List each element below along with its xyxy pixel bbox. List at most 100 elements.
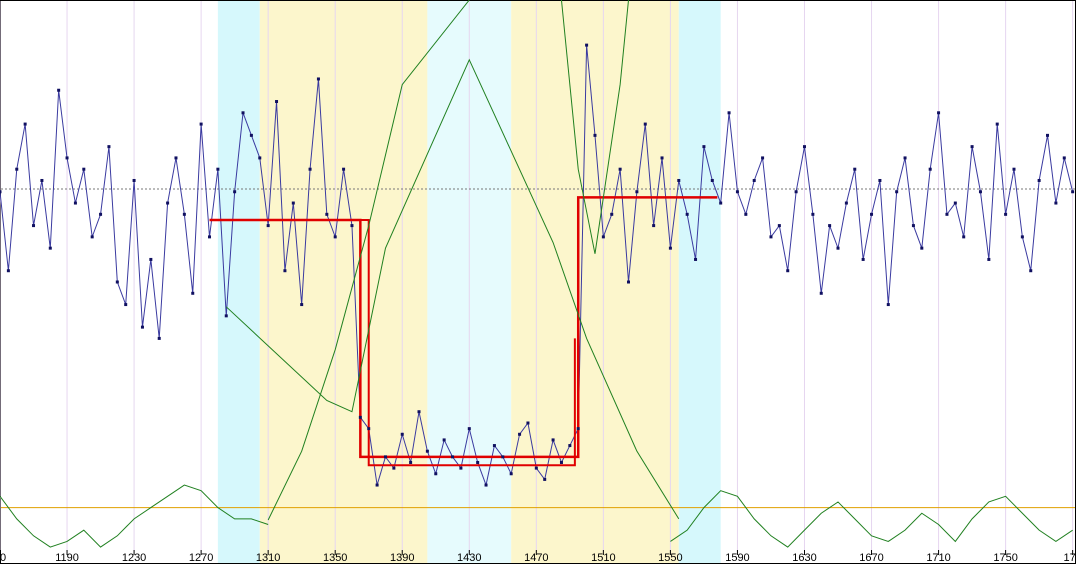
data-point bbox=[945, 212, 949, 216]
series-line bbox=[225, 58, 680, 520]
data-point bbox=[140, 325, 144, 329]
data-point bbox=[174, 156, 178, 160]
data-point bbox=[970, 145, 974, 149]
data-point bbox=[1029, 269, 1033, 273]
data-point bbox=[744, 212, 748, 216]
data-point bbox=[844, 201, 848, 205]
data-point bbox=[233, 190, 237, 194]
data-point bbox=[828, 224, 832, 228]
data-point bbox=[392, 466, 396, 470]
data-point bbox=[878, 178, 882, 182]
data-point bbox=[266, 224, 270, 228]
data-point bbox=[836, 246, 840, 250]
data-point bbox=[350, 224, 354, 228]
data-point bbox=[668, 246, 672, 250]
data-point bbox=[618, 167, 622, 171]
data-point bbox=[383, 455, 387, 459]
data-point bbox=[73, 201, 77, 205]
data-point bbox=[978, 190, 982, 194]
data-point bbox=[861, 257, 865, 261]
data-point bbox=[224, 314, 228, 318]
data-point bbox=[467, 427, 471, 431]
data-point bbox=[551, 438, 555, 442]
data-point bbox=[559, 460, 563, 464]
data-point bbox=[132, 178, 136, 182]
data-point bbox=[568, 444, 572, 448]
data-point bbox=[509, 472, 513, 476]
data-point bbox=[777, 224, 781, 228]
data-point bbox=[484, 483, 488, 487]
data-point bbox=[434, 472, 438, 476]
data-point bbox=[794, 190, 798, 194]
data-point bbox=[627, 280, 631, 284]
x-tick-label: 50 bbox=[0, 552, 6, 564]
data-point bbox=[199, 122, 203, 126]
data-point bbox=[107, 145, 111, 149]
series-line bbox=[670, 490, 1073, 548]
data-point bbox=[1054, 201, 1058, 205]
series-line bbox=[351, 218, 576, 467]
data-point bbox=[451, 455, 455, 459]
data-point bbox=[911, 224, 915, 228]
data-point bbox=[459, 466, 463, 470]
data-point bbox=[937, 111, 941, 115]
series-line bbox=[560, 0, 630, 254]
data-point bbox=[727, 111, 731, 115]
data-point bbox=[342, 167, 346, 171]
data-point bbox=[593, 133, 597, 137]
data-point bbox=[735, 190, 739, 194]
band bbox=[678, 1, 721, 563]
data-point bbox=[601, 235, 605, 239]
data-point bbox=[325, 212, 329, 216]
data-point bbox=[886, 303, 890, 307]
data-point bbox=[752, 178, 756, 182]
data-point bbox=[400, 432, 404, 436]
data-point bbox=[1004, 212, 1008, 216]
data-point bbox=[987, 257, 991, 261]
data-point bbox=[241, 111, 245, 115]
data-point bbox=[526, 421, 530, 425]
data-point bbox=[409, 460, 413, 464]
data-point bbox=[1062, 156, 1066, 160]
data-point bbox=[15, 167, 19, 171]
data-point bbox=[677, 178, 681, 182]
data-point bbox=[962, 235, 966, 239]
data-point bbox=[719, 201, 723, 205]
band bbox=[511, 1, 679, 563]
data-point bbox=[685, 212, 689, 216]
series-line bbox=[209, 196, 718, 459]
data-point bbox=[585, 43, 589, 47]
data-point bbox=[6, 269, 10, 273]
data-point bbox=[90, 235, 94, 239]
x-tick-label: 1550 bbox=[658, 552, 682, 564]
data-point bbox=[358, 415, 362, 419]
x-tick-label: 1310 bbox=[256, 552, 280, 564]
data-point bbox=[870, 212, 874, 216]
data-point bbox=[1037, 178, 1041, 182]
data-point bbox=[48, 246, 52, 250]
data-point bbox=[258, 156, 262, 160]
data-point bbox=[300, 303, 304, 307]
data-point bbox=[115, 280, 119, 284]
data-point bbox=[702, 145, 706, 149]
x-tick-label: 179 bbox=[1063, 552, 1076, 564]
data-point bbox=[652, 224, 656, 228]
x-tick-label: 1510 bbox=[591, 552, 615, 564]
data-point bbox=[249, 133, 253, 137]
data-point bbox=[191, 291, 195, 295]
data-point bbox=[811, 212, 815, 216]
data-point bbox=[576, 427, 580, 431]
data-point bbox=[694, 257, 698, 261]
data-point bbox=[367, 427, 371, 431]
x-tick-label: 1430 bbox=[457, 552, 481, 564]
data-point bbox=[534, 466, 538, 470]
series-line bbox=[267, 0, 470, 521]
data-point bbox=[903, 156, 907, 160]
data-point bbox=[32, 224, 36, 228]
data-point bbox=[291, 201, 295, 205]
data-point bbox=[995, 122, 999, 126]
series-line bbox=[0, 484, 269, 548]
data-point bbox=[1012, 167, 1016, 171]
data-point bbox=[710, 178, 714, 182]
